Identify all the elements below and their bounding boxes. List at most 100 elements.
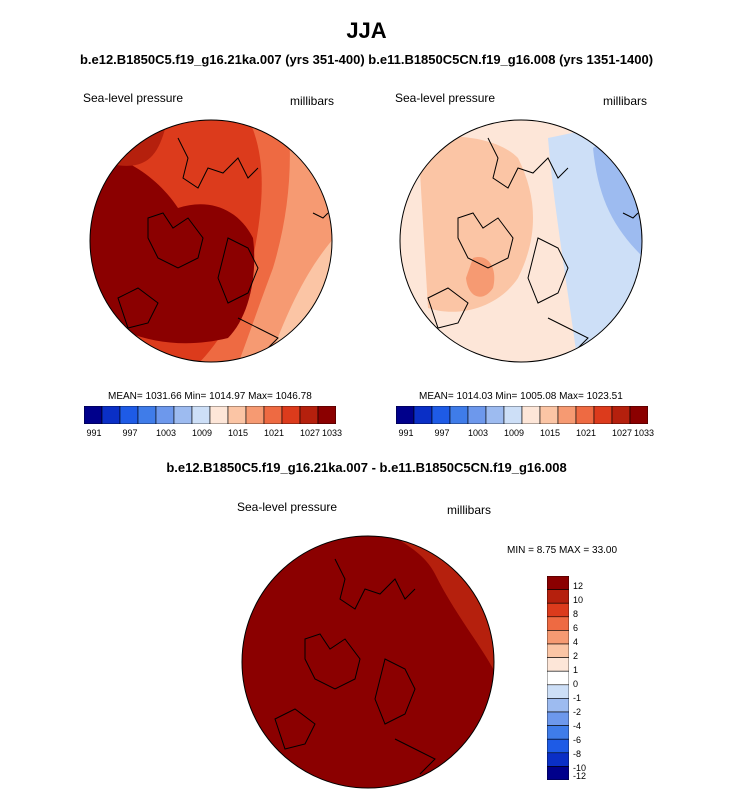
- colorbar-swatch: [84, 406, 103, 424]
- map2-coastlines: [427, 137, 639, 354]
- colorbar1-tick: 1009: [191, 428, 213, 438]
- colorbar1-tick: 1033: [321, 428, 343, 438]
- colorbar-diff-swatches: [547, 576, 569, 780]
- difference-variable-label: Sea-level pressure: [237, 500, 338, 514]
- diff-coastlines: [274, 558, 436, 775]
- map1-region-max: [90, 148, 255, 344]
- colorbar1-tick: 1015: [227, 428, 249, 438]
- colorbar-swatch: [547, 698, 569, 713]
- colorbar-swatch: [547, 766, 569, 780]
- difference-units-label: millibars: [447, 503, 492, 517]
- colorbar-diff-ticks: 12 10 8 6 4 2 1 0 -1 -2 -4 -6 -8 -10 -12: [573, 576, 613, 781]
- colorbar-diff-tick: 12: [573, 581, 584, 591]
- colorbar-swatch: [137, 406, 157, 424]
- colorbar-swatch: [281, 406, 301, 424]
- colorbar-swatch: [547, 711, 569, 726]
- panel1-units-label: millibars: [290, 94, 335, 108]
- colorbar-swatch: [299, 406, 319, 424]
- map-panel-2: [399, 119, 643, 363]
- colorbar-swatch: [547, 643, 569, 658]
- colorbar-swatch: [155, 406, 175, 424]
- colorbar1-tick: 997: [122, 428, 138, 438]
- diff-region-max: [242, 536, 494, 788]
- colorbar-swatch: [539, 406, 559, 424]
- colorbar-swatch: [547, 616, 569, 631]
- colorbar-diff-tick: -4: [573, 721, 582, 731]
- map-difference: [241, 535, 495, 789]
- colorbar-diff-tick: 4: [573, 637, 579, 647]
- colorbar-swatch: [119, 406, 139, 424]
- colorbar-diff-tick: -10: [573, 763, 587, 773]
- panel1-variable-label: Sea-level pressure: [83, 91, 184, 105]
- colorbar-swatch: [521, 406, 541, 424]
- figure-subtitle: b.e12.B1850C5.f19_g16.21ka.007 (yrs 351-…: [79, 52, 654, 67]
- colorbar-swatch: [396, 406, 415, 424]
- colorbar-swatch: [547, 684, 569, 699]
- colorbar-swatch: [245, 406, 265, 424]
- colorbar-diff-tick: -6: [573, 735, 582, 745]
- colorbar-swatch: [557, 406, 577, 424]
- colorbar-swatch: [191, 406, 211, 424]
- colorbar1-tick: 991: [86, 428, 102, 438]
- colorbar2-tick: 1015: [539, 428, 561, 438]
- colorbar-swatch: [173, 406, 193, 424]
- colorbar-swatch: [547, 602, 569, 618]
- colorbar2-tick: 991: [398, 428, 414, 438]
- colorbar-swatch: [317, 406, 336, 424]
- panel1-stats: MEAN= 1031.66 Min= 1014.97 Max= 1046.78: [108, 391, 312, 402]
- colorbar-swatch: [547, 670, 569, 686]
- colorbar1-tick: 1027: [299, 428, 321, 438]
- colorbar-panel-2: [396, 406, 648, 424]
- colorbar-diff-tick: 10: [573, 595, 584, 605]
- colorbar2-tick: 1021: [575, 428, 597, 438]
- colorbar-diff-tick: -1: [573, 693, 582, 703]
- panel2-units-label: millibars: [603, 94, 648, 108]
- map-panel-1: [89, 119, 333, 363]
- colorbar2-ticks: 991 997 1003 1009 1015 1021 1027 1033: [396, 428, 654, 442]
- colorbar-swatch: [547, 752, 569, 767]
- map2-region-warm: [418, 136, 533, 312]
- colorbar1-ticks: 991 997 1003 1009 1015 1021 1027 1033: [84, 428, 342, 442]
- colorbar-swatch: [547, 630, 569, 645]
- colorbar-swatch: [467, 406, 487, 424]
- colorbar-swatch: [485, 406, 505, 424]
- colorbar2-tick: 1003: [467, 428, 489, 438]
- difference-title: b.e12.B1850C5.f19_g16.21ka.007 - b.e11.B…: [166, 460, 567, 475]
- colorbar-swatch: [547, 589, 569, 604]
- panel2-variable-label: Sea-level pressure: [395, 91, 496, 105]
- colorbar-swatch: [629, 406, 648, 424]
- panel2-stats: MEAN= 1014.03 Min= 1005.08 Max= 1023.51: [419, 391, 623, 402]
- colorbar-diff-tick: 0: [573, 679, 579, 689]
- figure-title: JJA: [346, 18, 387, 43]
- colorbar-diff-tick: -8: [573, 749, 582, 759]
- colorbar-swatch: [547, 725, 569, 740]
- colorbar-swatch: [227, 406, 247, 424]
- colorbar-difference: [547, 576, 569, 780]
- colorbar-swatch: [263, 406, 283, 424]
- colorbar-swatch: [575, 406, 595, 424]
- colorbar2-swatches: [396, 406, 648, 424]
- map1-coastlines: [117, 137, 329, 354]
- colorbar-swatch: [449, 406, 469, 424]
- colorbar-swatch: [209, 406, 229, 424]
- colorbar-swatch: [431, 406, 451, 424]
- colorbar2-tick: 1027: [611, 428, 633, 438]
- colorbar-swatch: [547, 576, 569, 590]
- colorbar1-tick: 1021: [263, 428, 285, 438]
- colorbar-diff-tick: 8: [573, 609, 579, 619]
- colorbar2-tick: 1033: [633, 428, 655, 438]
- colorbar2-tick: 1009: [503, 428, 525, 438]
- difference-stats: MIN = 8.75 MAX = 33.00: [507, 545, 618, 556]
- colorbar-swatch: [503, 406, 523, 424]
- colorbar-swatch: [547, 657, 569, 672]
- colorbar-swatch: [611, 406, 631, 424]
- colorbar1-tick: 1003: [155, 428, 177, 438]
- colorbar-panel-1: [84, 406, 336, 424]
- map2-region-warmest: [466, 257, 495, 297]
- colorbar1-swatches: [84, 406, 336, 424]
- colorbar-diff-tick: 1: [573, 665, 579, 675]
- colorbar-diff-tick: -2: [573, 707, 582, 717]
- colorbar-swatch: [593, 406, 613, 424]
- colorbar-swatch: [413, 406, 433, 424]
- colorbar-diff-tick: -12: [573, 771, 587, 781]
